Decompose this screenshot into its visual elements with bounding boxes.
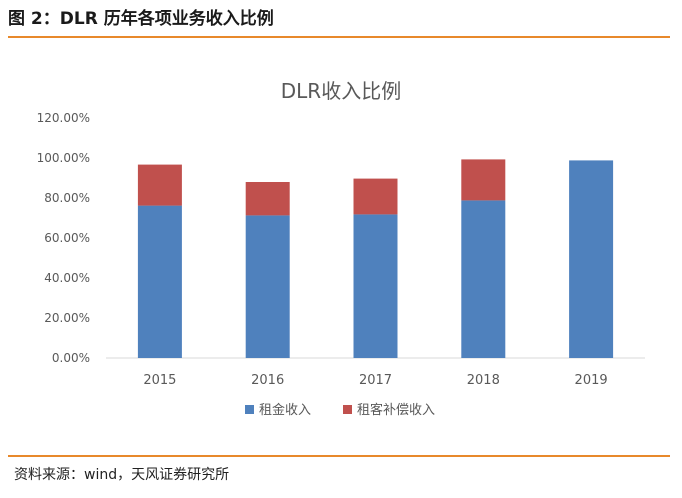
bar-tenant-compensation-2016 bbox=[245, 182, 290, 216]
x-tick-label: 2018 bbox=[467, 373, 500, 388]
y-tick-label: 60.00% bbox=[44, 231, 90, 245]
y-tick-label: 40.00% bbox=[44, 271, 90, 285]
y-tick-label: 120.00% bbox=[37, 111, 90, 125]
legend-swatch bbox=[245, 405, 254, 414]
legend-label: 租金收入 bbox=[259, 402, 311, 418]
footer-divider bbox=[8, 455, 670, 457]
y-tick-label: 0.00% bbox=[52, 351, 90, 365]
bar-rent-2016 bbox=[245, 215, 290, 358]
bar-tenant-compensation-2017 bbox=[353, 178, 398, 215]
y-tick-label: 80.00% bbox=[44, 191, 90, 205]
x-tick-label: 2019 bbox=[575, 373, 608, 388]
y-tick-label: 20.00% bbox=[44, 311, 90, 325]
x-tick-label: 2015 bbox=[143, 373, 176, 388]
stacked-bar-chart: DLR收入比例 0.00% 20.00% 40.00% 60.00% 80.00% 100.… bbox=[37, 79, 645, 418]
x-tick-label: 2017 bbox=[359, 373, 392, 388]
bar-tenant-compensation-2018 bbox=[461, 159, 506, 201]
bar-rent-2015 bbox=[137, 205, 182, 358]
x-tick-label: 2016 bbox=[251, 373, 284, 388]
header-divider bbox=[8, 36, 670, 38]
legend-swatch bbox=[343, 405, 352, 414]
bar-tenant-compensation-2015 bbox=[137, 164, 182, 206]
source-note: 资料来源：wind，天风证券研究所 bbox=[14, 467, 230, 483]
bar-rent-2017 bbox=[353, 214, 398, 358]
legend-label: 租客补偿收入 bbox=[357, 402, 435, 418]
y-tick-label: 100.00% bbox=[37, 151, 90, 165]
bar-rent-2018 bbox=[461, 200, 506, 358]
figure-title: 图 2：DLR 历年各项业务收入比例 bbox=[8, 9, 274, 29]
chart-title: DLR收入比例 bbox=[281, 79, 401, 103]
bar-rent-2019 bbox=[569, 160, 614, 358]
